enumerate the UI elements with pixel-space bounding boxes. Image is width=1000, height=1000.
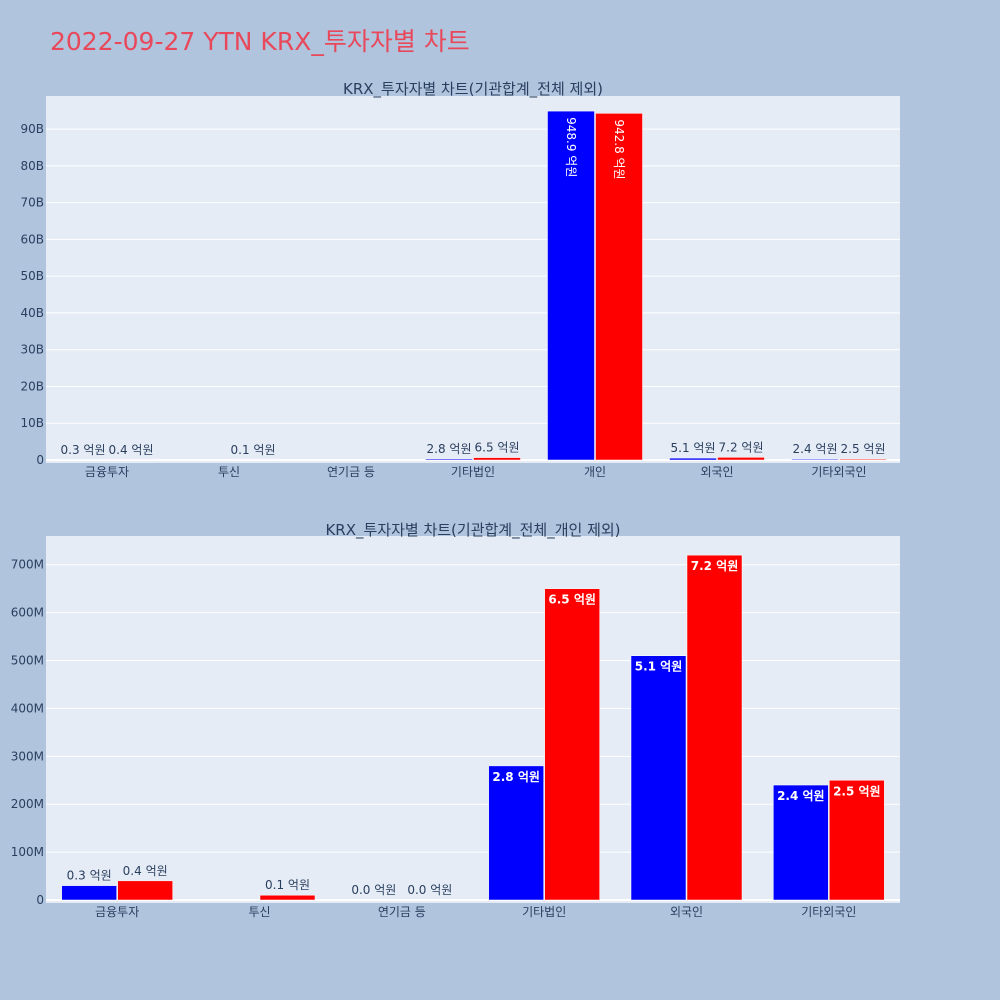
- y-tick-label: 0: [36, 893, 44, 907]
- y-tick-label: 10B: [20, 416, 44, 430]
- data-label: 2.8 억원: [427, 442, 472, 456]
- data-label: 2.4 억원: [777, 789, 825, 803]
- data-label: 6.5 억원: [475, 441, 520, 455]
- y-tick-label: 400M: [11, 701, 44, 715]
- y-tick-label: 200M: [11, 797, 44, 811]
- x-tick-label: 기타법인: [451, 465, 495, 479]
- y-tick-label: 600M: [11, 606, 44, 620]
- y-tick-label: 300M: [11, 749, 44, 763]
- data-label: 2.5 억원: [833, 784, 881, 798]
- data-label: 942.8 억원: [612, 119, 626, 179]
- bar: [687, 555, 742, 900]
- data-label: 0.1 억원: [265, 878, 310, 892]
- data-label: 7.2 억원: [691, 559, 739, 573]
- y-tick-label: 90B: [20, 122, 44, 136]
- chart-title: KRX_투자자별 차트(기관합계_전체 제외): [343, 80, 603, 99]
- data-label: 0.4 억원: [123, 864, 168, 878]
- y-tick-label: 100M: [11, 845, 44, 859]
- data-label: 2.8 억원: [492, 770, 540, 784]
- y-tick-label: 80B: [20, 159, 44, 173]
- data-label: 5.1 억원: [635, 660, 683, 674]
- y-tick-label: 20B: [20, 379, 44, 393]
- data-label: 0.1 억원: [231, 443, 276, 457]
- chart-2: 0 100M 200M 300M 400M 500M 600M 700M KRX_투자자별 차트…: [11, 521, 900, 919]
- data-label: 7.2 억원: [719, 440, 764, 454]
- data-label: 0.0 억원: [351, 883, 396, 897]
- bar: [426, 459, 473, 460]
- bar: [489, 766, 544, 900]
- bar: [260, 895, 315, 900]
- x-tick-label: 기타외국인: [811, 465, 866, 479]
- x-tick-label: 기타외국인: [801, 905, 856, 919]
- x-tick-label: 외국인: [700, 465, 733, 479]
- chart-title: KRX_투자자별 차트(기관합계_전체_개인 제외): [325, 521, 620, 540]
- y-tick-label: 70B: [20, 196, 44, 210]
- y-tick-label: 50B: [20, 269, 44, 283]
- y-tick-label: 0: [36, 453, 44, 467]
- bar: [840, 459, 887, 460]
- y-tick-label: 30B: [20, 343, 44, 357]
- bar: [62, 886, 117, 900]
- data-label: 2.4 억원: [793, 442, 838, 456]
- plot-area: [46, 96, 900, 463]
- x-tick-label: 외국인: [670, 905, 703, 919]
- data-label: 948.9 억원: [564, 117, 578, 177]
- plot-area: [46, 536, 900, 903]
- x-tick-label: 기타법인: [522, 905, 566, 919]
- x-tick-label: 투신: [218, 465, 240, 479]
- bar: [718, 457, 765, 460]
- bar: [670, 458, 717, 460]
- y-tick-label: 500M: [11, 654, 44, 668]
- x-tick-label: 연기금 등: [327, 465, 375, 479]
- data-label: 6.5 억원: [548, 593, 596, 607]
- y-tick-label: 700M: [11, 558, 44, 572]
- x-tick-label: 투신: [248, 905, 270, 919]
- bar: [631, 656, 686, 900]
- data-label: 0.3 억원: [67, 869, 112, 883]
- data-label: 0.4 억원: [109, 443, 154, 457]
- bar: [792, 459, 839, 460]
- data-label: 5.1 억원: [671, 441, 716, 455]
- bar: [474, 458, 521, 460]
- bar: [545, 589, 600, 900]
- data-label: 2.5 억원: [841, 442, 886, 456]
- bar: [118, 881, 173, 900]
- x-tick-label: 금융투자: [95, 905, 139, 919]
- x-tick-label: 연기금 등: [378, 905, 426, 919]
- x-tick-label: 개인: [584, 465, 606, 479]
- data-label: 0.0 억원: [407, 883, 452, 897]
- data-label: 0.3 억원: [61, 443, 106, 457]
- y-tick-label: 60B: [20, 232, 44, 246]
- y-tick-label: 40B: [20, 306, 44, 320]
- chart-1: 0 10B 20B 30B 40B 50B 60B 70B 80B 90B KRX_투자자별 차트(…: [20, 80, 900, 479]
- x-tick-label: 금융투자: [85, 465, 129, 479]
